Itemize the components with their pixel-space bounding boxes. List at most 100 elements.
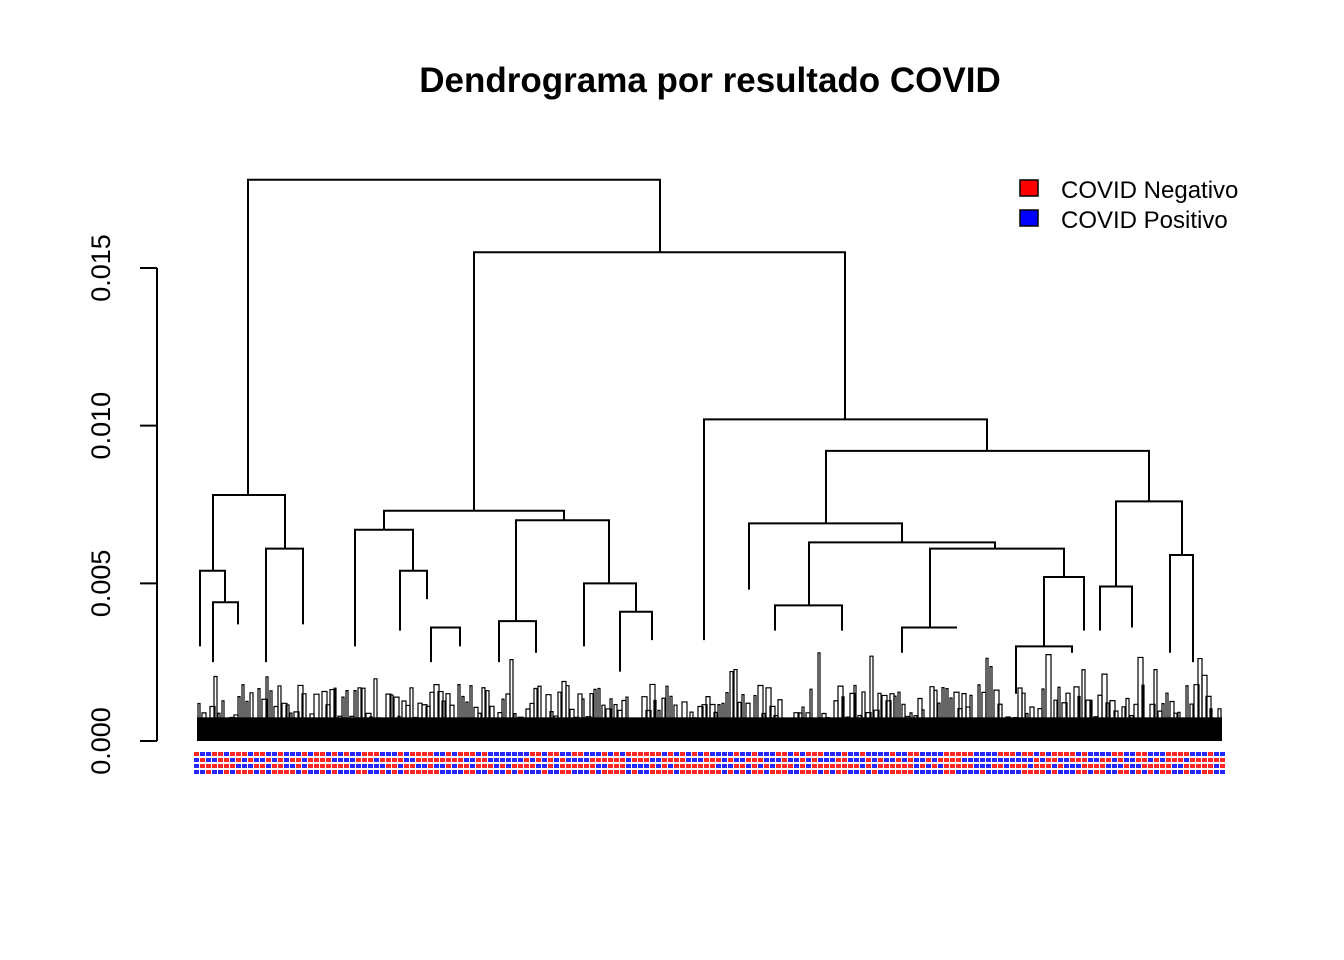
dendrogram-link: [703, 418, 988, 641]
leaf-label-mark: [386, 758, 391, 762]
leaf-label-mark: [668, 758, 673, 762]
leaf-label-mark: [596, 770, 601, 774]
dendrogram-leaf-branch: [357, 687, 362, 741]
leaf-label-mark: [368, 770, 373, 774]
leaf-label-mark: [656, 752, 661, 756]
leaf-label-mark: [902, 758, 907, 762]
leaf-label-mark: [1082, 758, 1087, 762]
leaf-label-mark: [464, 770, 469, 774]
leaf-label-mark: [908, 770, 913, 774]
leaf-label-mark: [1046, 764, 1051, 768]
leaf-label-mark: [434, 758, 439, 762]
leaf-label-mark: [740, 764, 745, 768]
dendrogram-link: [212, 494, 286, 571]
leaf-label-mark: [482, 764, 487, 768]
leaf-label-mark: [260, 758, 265, 762]
leaf-label-mark: [302, 758, 307, 762]
leaf-label-mark: [482, 752, 487, 756]
leaf-label-mark: [980, 770, 985, 774]
leaf-label-mark: [248, 752, 253, 756]
leaf-label-mark: [656, 758, 661, 762]
leaf-label-mark: [428, 764, 433, 768]
leaf-label-mark: [692, 758, 697, 762]
dendrogram-link: [808, 541, 996, 606]
leaf-label-mark: [656, 764, 661, 768]
leaf-label-mark: [194, 770, 199, 774]
leaf-label-mark: [236, 770, 241, 774]
leaf-label-mark: [296, 752, 301, 756]
leaf-label-mark: [1178, 752, 1183, 756]
leaf-label-mark: [1022, 764, 1027, 768]
leaf-label-mark: [1004, 752, 1009, 756]
leaf-label-mark: [398, 752, 403, 756]
leaf-label-mark: [632, 770, 637, 774]
leaf-label-mark: [1208, 770, 1213, 774]
leaf-label-mark: [974, 770, 979, 774]
leaf-label-mark: [1154, 758, 1159, 762]
leaf-label-mark: [1142, 770, 1147, 774]
leaf-label-mark: [608, 752, 613, 756]
leaf-label-mark: [1118, 764, 1123, 768]
leaf-label-mark: [512, 770, 517, 774]
dendrogram-leaf-branch: [257, 688, 261, 741]
leaf-label-mark: [662, 764, 667, 768]
leaf-label-mark: [788, 770, 793, 774]
legend-label: COVID Positivo: [1061, 207, 1228, 234]
dendrogram-leaf-branch: [1141, 684, 1145, 741]
leaf-label-mark: [920, 770, 925, 774]
leaf-label-mark: [632, 764, 637, 768]
leaf-label-mark: [890, 758, 895, 762]
dendrogram-leaf-branch: [649, 683, 656, 741]
leaf-label-mark: [446, 752, 451, 756]
leaf-label-mark: [374, 752, 379, 756]
leaf-label-mark: [830, 770, 835, 774]
dendrogram-leaf-branch: [565, 685, 570, 741]
leaf-label-mark: [788, 764, 793, 768]
dendrogram-link: [1099, 585, 1133, 631]
leaf-label-mark: [1142, 758, 1147, 762]
leaf-label-mark: [728, 770, 733, 774]
leaf-label-mark: [1178, 764, 1183, 768]
leaf-label-mark: [326, 752, 331, 756]
dendrogram-leaf-branch: [329, 688, 336, 741]
leaf-label-mark: [1010, 764, 1015, 768]
leaf-label-mark: [536, 752, 541, 756]
leaf-label-mark: [500, 758, 505, 762]
leaf-label-mark: [494, 752, 499, 756]
leaf-label-mark: [614, 758, 619, 762]
leaf-label-mark: [542, 764, 547, 768]
leaf-label-mark: [1130, 770, 1135, 774]
leaf-label-mark: [398, 758, 403, 762]
leaf-label-mark: [230, 764, 235, 768]
leaf-label-mark: [638, 758, 643, 762]
leaf-label-mark: [392, 758, 397, 762]
leaf-label-mark: [440, 770, 445, 774]
leaf-label-mark: [416, 758, 421, 762]
leaf-label-mark: [518, 752, 523, 756]
leaf-label-mark: [242, 764, 247, 768]
leaf-label-mark: [884, 752, 889, 756]
leaf-label-mark: [494, 770, 499, 774]
leaf-label-mark: [680, 758, 685, 762]
leaf-label-mark: [1004, 764, 1009, 768]
leaf-label-mark: [230, 758, 235, 762]
leaf-label-mark: [1070, 752, 1075, 756]
leaf-label-mark: [644, 758, 649, 762]
dendrogram-link: [212, 601, 239, 663]
leaf-label-mark: [518, 758, 523, 762]
leaf-label-mark: [332, 770, 337, 774]
leaf-label-mark: [290, 758, 295, 762]
dendrogram-leaf-branch: [869, 655, 874, 741]
leaf-label-mark: [1082, 770, 1087, 774]
leaf-label-mark: [344, 764, 349, 768]
leaf-label-mark: [1076, 770, 1081, 774]
leaf-label-mark: [848, 770, 853, 774]
leaf-label-mark: [1184, 758, 1189, 762]
dendrogram-leaf-branch: [249, 692, 254, 741]
leaf-label-mark: [350, 752, 355, 756]
leaf-label-mark: [386, 752, 391, 756]
leaf-label-mark: [1082, 764, 1087, 768]
leaf-label-mark: [326, 758, 331, 762]
leaf-label-mark: [344, 758, 349, 762]
leaf-label-mark: [344, 770, 349, 774]
